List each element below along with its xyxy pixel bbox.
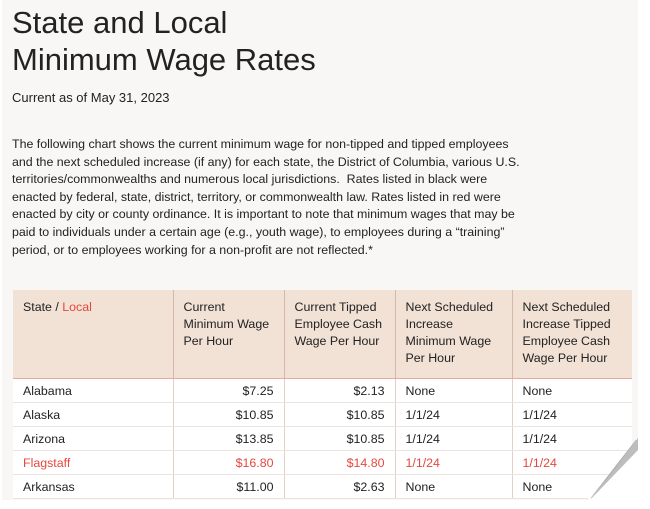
table-row: Arkansas $11.00 $2.63 None None [13, 474, 632, 499]
header-cell: Next Scheduled Increase Minimum Wage Per… [394, 290, 512, 379]
curl-fold [590, 439, 637, 499]
table-cell: $2.13 [283, 378, 395, 403]
table-cell: None [511, 378, 632, 403]
table-cell: $11.00 [172, 474, 284, 499]
title-line: State and Local [12, 5, 228, 40]
table-cell: Flagstaff [13, 450, 173, 475]
table-cell: Arkansas [13, 474, 173, 499]
table-cell: $10.85 [172, 402, 284, 427]
title: State and Local Minimum Wage Rates [12, 4, 316, 78]
table-row: Arizona $13.85 $10.85 1/1/24 1/1/24 [13, 426, 632, 451]
intro-line: enacted by federal, state, district, ter… [12, 189, 501, 204]
table-row: Flagstaff $16.80 $14.80 1/1/24 1/1/24 [13, 450, 632, 475]
table-body: Alabama $7.25 $2.13 None None Alaska $10.85 $10… [13, 378, 632, 499]
table-cell: $7.25 [172, 378, 284, 403]
document: State and Local Minimum Wage Rates Curren… [2, 0, 638, 500]
table-cell: Alaska [13, 402, 173, 427]
intro-line: and the next scheduled increase (if any)… [12, 154, 520, 169]
table-cell: 1/1/24 [511, 402, 632, 427]
table-cell: None [394, 378, 512, 403]
header-cell: Current Minimum Wage Per Hour [172, 290, 284, 379]
table-cell: $10.85 [283, 402, 395, 427]
table-cell: $2.63 [283, 474, 395, 499]
table-cell: $13.85 [172, 426, 284, 451]
date: Current as of May 31, 2023 [12, 90, 170, 105]
intro: The following chart shows the current mi… [12, 136, 520, 259]
header-state: State / [23, 300, 63, 314]
table-cell: Alabama [13, 378, 173, 403]
table-cell: $14.80 [283, 450, 395, 475]
table-cell: Arizona [13, 426, 173, 451]
intro-line: territories/commonwealths and numerous l… [12, 172, 488, 187]
table-cell: 1/1/24 [394, 402, 512, 427]
header-row: State / Local Current Minimum Wage Per Ho… [13, 290, 632, 379]
header-cell: Current Tipped Employee Cash Wage Per Ho… [283, 290, 395, 379]
page-curl [590, 438, 638, 500]
table-row: Alaska $10.85 $10.85 1/1/24 1/1/24 [13, 402, 632, 427]
table-cell: $10.85 [283, 426, 395, 451]
table-row: Alabama $7.25 $2.13 None None [13, 378, 632, 403]
header-cell: State / Local [13, 290, 173, 379]
intro-line: paid to individuals under a certain age … [12, 224, 505, 239]
table-cell: 1/1/24 [511, 426, 632, 451]
intro-line: The following chart shows the current mi… [12, 137, 509, 151]
wage-table: State / Local Current Minimum Wage Per Ho… [13, 290, 632, 499]
table-cell: 1/1/24 [394, 426, 512, 451]
table-cell: None [394, 474, 512, 499]
title-line: Minimum Wage Rates [12, 42, 316, 77]
intro-line: period, or to employees working for a no… [12, 242, 373, 257]
header-local: Local [62, 300, 92, 314]
header-cell: Next Scheduled Increase Tipped Employee … [511, 290, 632, 379]
intro-line: enacted by city or county ordinance. It … [12, 207, 515, 222]
table-cell: 1/1/24 [394, 450, 512, 475]
table-cell: $16.80 [172, 450, 284, 475]
